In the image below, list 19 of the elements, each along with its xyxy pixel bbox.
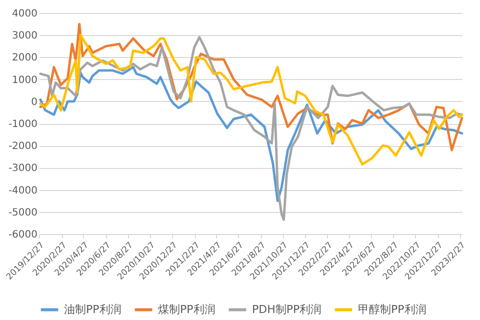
- y-tick-label: 4000: [12, 8, 38, 20]
- legend-label: 甲醇制PP利润: [358, 302, 426, 316]
- line-series: [39, 66, 464, 202]
- y-tick-label: 0: [31, 96, 38, 108]
- y-tick-label: 2000: [12, 52, 38, 64]
- line-series: [39, 36, 464, 221]
- y-tick-label: -6000: [8, 230, 38, 240]
- y-tick-label: -2000: [8, 141, 38, 152]
- line-series: [39, 22, 464, 152]
- legend-label: 油制PP利润: [64, 302, 122, 316]
- y-tick-label: 3000: [12, 30, 38, 42]
- y-tick-label: -3000: [8, 163, 38, 174]
- line-series: [39, 34, 464, 166]
- y-tick-label: 1000: [12, 74, 38, 86]
- y-tick-label: -5000: [8, 207, 38, 218]
- legend-label: 煤制PP利润: [158, 302, 216, 316]
- legend-label: PDH制PP利润: [252, 302, 322, 316]
- y-tick-label: -1000: [8, 119, 38, 130]
- y-tick-label: -4000: [8, 185, 38, 196]
